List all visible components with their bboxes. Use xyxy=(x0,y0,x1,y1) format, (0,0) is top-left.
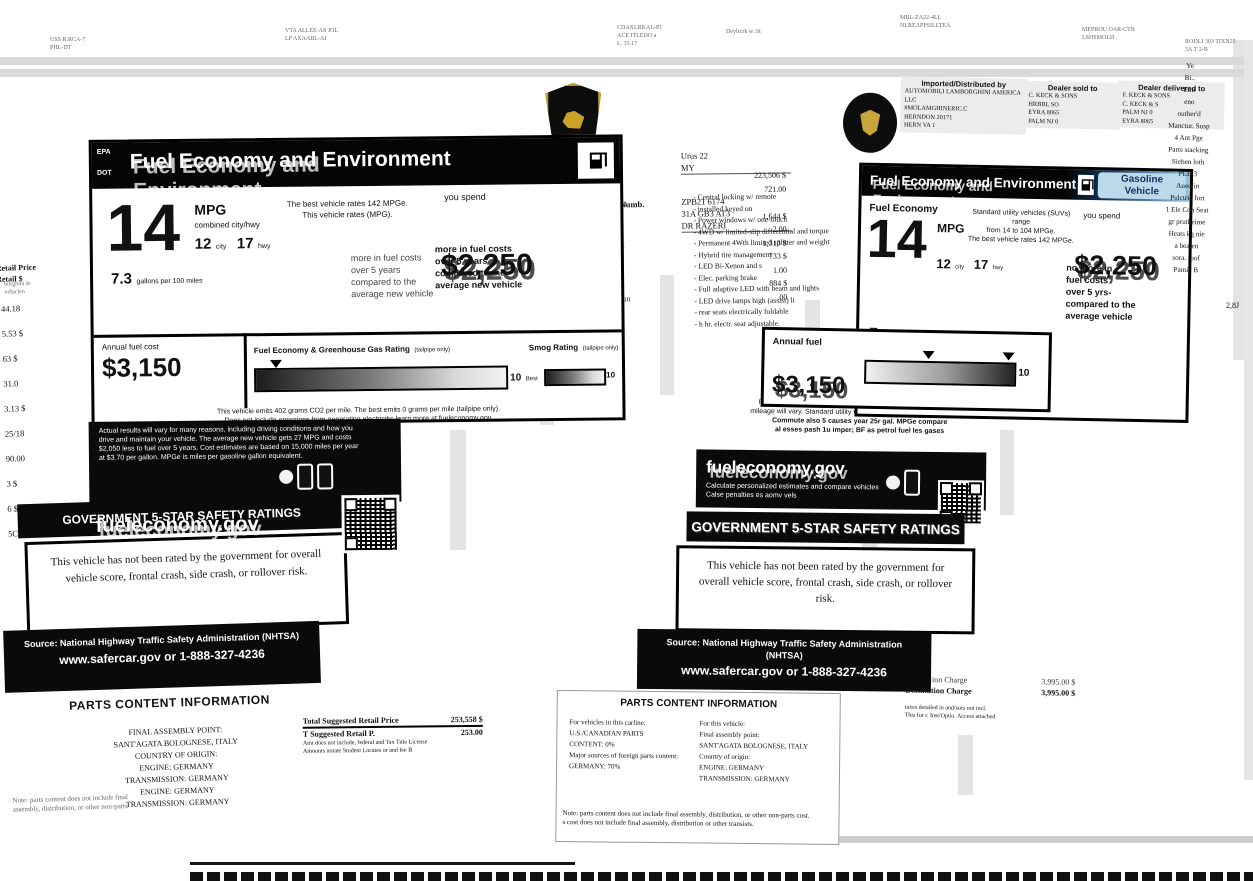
destination-charge-block: Destination Charge 3,995.00 $ Destinatio… xyxy=(905,674,1076,723)
footer-fine-print: Actual results will vary for many reason… xyxy=(98,425,359,462)
scan-artifact xyxy=(1233,40,1244,360)
parts-col-carline: For vehicles in this carline: U.S./CANADI… xyxy=(569,718,679,771)
destination-note: taxes detailed in and/sors not incl. Thi… xyxy=(904,704,996,721)
right-edge-equipment-column: Ye Bi.. Entr eno outher'd Manctur. Susp 4 Ant … xyxy=(1126,59,1250,277)
scan-artifact xyxy=(450,430,466,550)
header-fragment: Deylrcrk w. St xyxy=(726,29,761,35)
lamborghini-circle-logo xyxy=(842,92,898,154)
epa-fuel-economy-label: EPA DOT Fuel Economy and Environment Fue… xyxy=(88,134,626,426)
range-text: Standard utility vehicles (SUVs) range f… xyxy=(967,208,1074,245)
parts-content-box: PARTS CONTENT INFORMATION For vehicles i… xyxy=(555,689,841,845)
header-fragment: MEPROU OAR-CTB LSHSMOLD . xyxy=(1082,27,1135,41)
destination-value: 3,995.00 $ xyxy=(1041,688,1076,698)
ghg-rating-label: Fuel Economy & Greenhouse Gas Rating (ta… xyxy=(253,344,451,356)
you-spend-caption-2: you spend xyxy=(1083,210,1121,221)
header-fragment: RODLI 303 TIXN25 3A.T 2-B xyxy=(1185,39,1236,53)
fuel-pump-icon-2 xyxy=(1077,174,1095,196)
epa-agency-logo: EPA xyxy=(96,148,111,156)
annual-fuel-label-2: Annual fuel xyxy=(772,335,822,347)
fuel-pump-icon xyxy=(577,142,615,179)
scan-artifact xyxy=(1244,40,1253,780)
you-spend-caption: you spend xyxy=(444,191,486,203)
scan-artifact xyxy=(660,275,674,395)
destination-label: Destination Charge xyxy=(905,685,972,696)
city-hwy-2: 12 city 17 hwy xyxy=(936,256,1004,273)
smartphone-icons xyxy=(279,463,337,490)
phone-icon xyxy=(297,463,314,490)
perforation-strip xyxy=(190,872,1253,881)
total-price-note: Amt does not include, federal and Tax Ti… xyxy=(302,739,428,755)
epa-label-title: Fuel Economy and Environment Fuel Econom… xyxy=(129,147,451,203)
header-fragment: VTA ALLEE-AS JOL LP AXAABL-AJ xyxy=(285,28,339,42)
epa-label-title-2: Fuel Economy and Environment Fuel Econom… xyxy=(869,172,1077,209)
header-fragment: MBL-ZA22-4LL NLREAPPSILLTEA xyxy=(900,15,951,29)
annual-fuel-cost-box-2: Annual fuel $3,150 $3,150 10 xyxy=(760,326,1053,413)
header-fragment: CDAXLRKAL-PJ ACE ITLEDO a L. 33.17 xyxy=(617,25,662,47)
total-price-box: Total Suggested Retail Price 253,558 $ T… xyxy=(302,713,483,756)
option-price: 223,506 $ xyxy=(753,170,787,180)
parts-col-vehicle: For this vehicle: Final assembly point: SA… xyxy=(698,719,809,784)
fueleconomy-footer: Actual results will vary for many reason… xyxy=(88,418,402,554)
spend-detail: more in fuel costs over 5 years compared… xyxy=(434,243,523,291)
mpg-combined-value-2: 14 xyxy=(866,208,928,270)
price-column-header: Retail Price Retail $ xyxy=(0,262,37,284)
bull-icon xyxy=(562,111,584,129)
smog-rating-label: Smog Rating (tailpipe only) xyxy=(528,342,619,353)
parts-note-2: Note: parts content does not include fin… xyxy=(562,809,810,829)
lamborghini-logo-icon xyxy=(842,92,898,154)
epa-label-header: EPA DOT Fuel Economy and Environment Fue… xyxy=(91,137,621,203)
qr-code xyxy=(341,494,400,554)
rating-pointer-3 xyxy=(1002,352,1015,361)
scan-artifact xyxy=(700,836,1253,843)
equipment-line: Pamic B xyxy=(1173,265,1199,275)
ghg-rating-slider xyxy=(254,365,509,393)
total-price-value: 253,558 $ xyxy=(450,714,483,725)
total-price-label: Total Suggested Retail Price xyxy=(302,715,399,726)
city-mpg: 12 city 17 hwy xyxy=(194,235,271,253)
annual-fuel-cost-box: Annual fuel cost $3,150 xyxy=(93,333,248,410)
mpg-combined-value: 14 xyxy=(106,189,181,265)
ghg-scale-max: 10 Best xyxy=(510,372,538,384)
mpg-unit-2: MPG xyxy=(936,221,965,236)
scan-band xyxy=(0,69,1253,77)
scan-artifact xyxy=(958,735,973,795)
right-edge-value: 2,8J xyxy=(1226,301,1240,310)
fold-line xyxy=(190,862,575,865)
person-icon xyxy=(279,469,294,484)
parts-content-heading-2: PARTS CONTENT INFORMATION xyxy=(620,697,778,711)
rating-pointer-2 xyxy=(922,350,935,360)
scan-band xyxy=(0,57,1253,65)
best-vehicle-text: The best vehicle rates 142 MPGe. This ve… xyxy=(286,198,408,220)
annual-fuel-cost-value: $3,150 xyxy=(101,351,182,383)
imported-by-box: Imported/Distributed by AUTOMOBILI LAMBO… xyxy=(899,76,1027,135)
mpg-unit: MPG xyxy=(194,201,227,218)
scale-max-2: 10 xyxy=(1018,367,1030,379)
dealer-sold-to-box: Dealer sold to C. KECK & SONS HRBBL SO EYR… xyxy=(1023,80,1121,130)
header-fragment: USS R.RCA-7 PHL-DT xyxy=(50,37,86,51)
smog-scale-max: 10 xyxy=(606,370,616,380)
ghg-rating-pointer xyxy=(269,359,283,369)
rating-slider-2 xyxy=(864,359,1017,387)
spend-detail-ghost: more in fuel costs over 5 years compared… xyxy=(350,252,434,300)
phone-icon xyxy=(317,463,334,490)
smog-rating-slider xyxy=(544,368,607,387)
combined-caption: combined city/hwy xyxy=(194,220,260,230)
annual-fuel-cost-label: Annual fuel cost xyxy=(101,342,159,352)
scan-artifact xyxy=(1000,430,1014,515)
gallons-per-100: 7.3 gallons per 100 miles xyxy=(110,270,203,288)
dot-agency-logo: DOT xyxy=(96,169,112,177)
